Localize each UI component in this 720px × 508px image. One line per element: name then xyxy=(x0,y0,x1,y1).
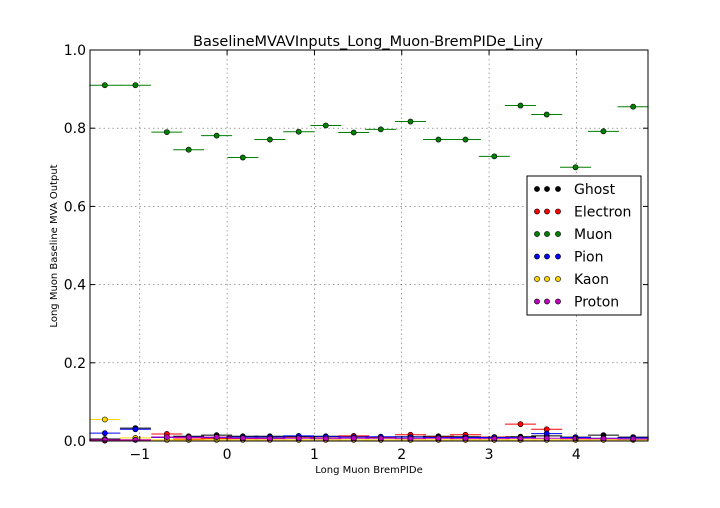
data-point xyxy=(517,421,524,428)
legend-marker xyxy=(534,231,540,237)
legend: Ghost Electron Muon Pion Kaon Proton xyxy=(526,175,642,316)
x-tick-label: 2 xyxy=(397,447,406,463)
data-point xyxy=(163,129,170,136)
data-point xyxy=(322,435,329,442)
data-point xyxy=(266,435,273,442)
legend-marker xyxy=(555,276,561,282)
data-point xyxy=(350,435,357,442)
data-point xyxy=(572,164,579,171)
legend-marker xyxy=(544,253,550,260)
data-point xyxy=(600,435,607,442)
legend-marker xyxy=(555,186,561,192)
x-tick-label: 0 xyxy=(223,447,232,463)
x-axis-label: Long Muon BremPIDe xyxy=(315,465,422,476)
series-muon xyxy=(89,82,649,171)
data-point xyxy=(132,436,139,443)
legend-marker xyxy=(534,186,540,192)
legend-item-kaon: Kaon xyxy=(534,272,609,288)
legend-marker xyxy=(544,276,550,282)
data-point xyxy=(630,436,637,442)
y-tick-label: 1.0 xyxy=(64,43,86,59)
data-point xyxy=(377,435,384,442)
legend-marker xyxy=(544,208,550,215)
data-point xyxy=(239,435,246,442)
data-point xyxy=(163,434,170,440)
legend-label: Kaon xyxy=(574,272,609,288)
y-tick-label: 0.4 xyxy=(64,278,86,294)
legend-marker xyxy=(555,208,561,215)
data-point xyxy=(517,435,524,442)
data-point xyxy=(600,128,607,135)
data-point xyxy=(185,434,192,441)
legend-marker xyxy=(544,298,550,305)
legend-box xyxy=(526,175,642,316)
legend-marker xyxy=(555,298,561,305)
legend-label: Electron xyxy=(574,205,631,221)
chart-title: BaselineMVAVInputs_Long_Muon-BremPIDe_Li… xyxy=(193,34,543,50)
y-tick-label: 0.6 xyxy=(64,199,86,215)
x-tick-label: 3 xyxy=(485,447,494,463)
y-axis-label: Long Muon Baseline MVA Output xyxy=(49,164,60,327)
data-point xyxy=(462,435,469,442)
data-point xyxy=(350,129,357,136)
legend-marker xyxy=(534,276,540,282)
data-point xyxy=(101,82,108,89)
legend-label: Muon xyxy=(574,227,612,243)
data-point xyxy=(101,416,108,423)
legend-item-ghost: Ghost xyxy=(534,182,616,198)
data-point xyxy=(101,430,108,437)
legend-marker xyxy=(534,298,540,305)
x-tick-label: −1 xyxy=(129,447,150,463)
data-point xyxy=(543,111,550,118)
legend-label: Proton xyxy=(574,295,619,311)
data-point xyxy=(462,136,469,143)
data-point xyxy=(435,435,442,442)
data-point xyxy=(295,128,302,135)
data-point xyxy=(517,102,524,109)
data-point xyxy=(543,435,550,442)
legend-marker xyxy=(534,208,540,215)
y-tick-label: 0.8 xyxy=(64,121,86,137)
legend-item-proton: Proton xyxy=(534,295,619,311)
data-point xyxy=(322,122,329,129)
data-point xyxy=(630,103,637,110)
data-point xyxy=(213,434,220,440)
y-tick-label: 0.0 xyxy=(64,434,86,450)
data-point xyxy=(185,146,192,153)
data-point xyxy=(213,132,220,139)
plot-frame xyxy=(89,49,649,442)
legend-marker xyxy=(555,253,561,260)
legend-item-muon: Muon xyxy=(534,227,612,243)
data-point xyxy=(377,126,384,133)
data-point xyxy=(132,426,139,433)
legend-label: Pion xyxy=(574,250,603,266)
x-tick-label: 4 xyxy=(572,447,581,463)
legend-marker xyxy=(544,231,550,237)
legend-item-electron: Electron xyxy=(534,205,631,221)
data-point xyxy=(407,118,414,125)
data-point xyxy=(491,435,498,442)
y-tick-label: 0.2 xyxy=(64,356,86,372)
data-point xyxy=(572,435,579,442)
legend-marker xyxy=(534,253,540,260)
data-series xyxy=(89,82,649,444)
axis-ticks: −1 0 1 2 3 4 0.0 0.2 0.4 0.6 0.8 1.0 xyxy=(64,43,648,463)
data-point xyxy=(491,153,498,160)
legend-marker xyxy=(544,186,550,192)
x-tick-label: 1 xyxy=(310,447,319,463)
data-point xyxy=(239,154,246,161)
data-point xyxy=(132,82,139,89)
data-point xyxy=(266,136,273,143)
data-point xyxy=(295,435,302,442)
data-point xyxy=(407,435,414,442)
data-point xyxy=(435,136,442,143)
legend-item-pion: Pion xyxy=(534,250,603,266)
legend-marker xyxy=(555,231,561,237)
data-point xyxy=(101,436,108,443)
series-proton xyxy=(89,434,649,443)
legend-label: Ghost xyxy=(574,182,616,198)
